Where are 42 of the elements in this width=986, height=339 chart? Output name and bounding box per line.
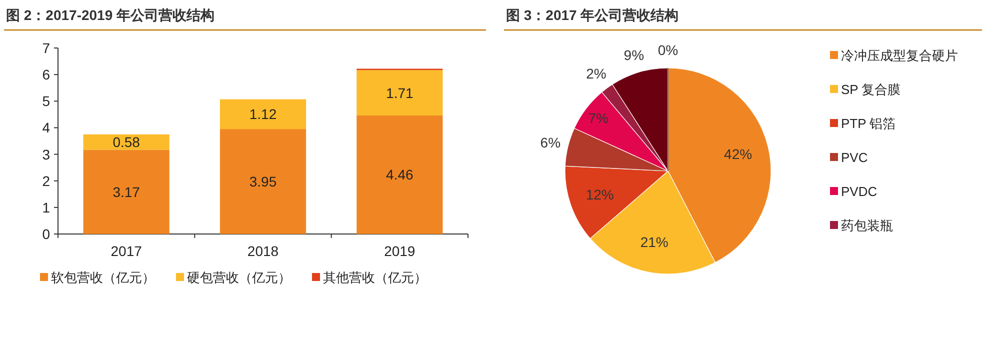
data-label: 1.12 <box>249 106 277 122</box>
data-label: 42% <box>724 146 752 162</box>
y-tick-label: 5 <box>42 93 50 110</box>
legend-label: SP 复合膜 <box>841 82 901 97</box>
y-tick-label: 6 <box>42 66 50 83</box>
x-tick-label: 2018 <box>247 243 279 259</box>
data-label: 21% <box>640 234 668 250</box>
legend-label: PVDC <box>841 184 878 199</box>
legend-label: 其他营收（亿元） <box>323 270 427 285</box>
x-tick-label: 2017 <box>110 243 142 259</box>
y-tick-label: 7 <box>42 40 50 56</box>
data-label: 4.46 <box>386 166 414 183</box>
bar <box>356 70 443 116</box>
y-tick-label: 4 <box>42 120 50 136</box>
x-tick-label: 2019 <box>384 243 416 259</box>
legend-label: PTP 铝箔 <box>841 116 896 131</box>
legend-label: PVC <box>841 150 868 165</box>
y-tick-label: 3 <box>42 146 50 162</box>
data-label: 9% <box>624 46 644 63</box>
data-label: 2% <box>586 66 606 82</box>
data-label: 3.95 <box>249 174 277 190</box>
text: 0% <box>658 42 678 58</box>
bar <box>83 134 170 150</box>
bar <box>220 129 306 234</box>
data-label: 7% <box>588 110 608 126</box>
legend-label: 软包营收（亿元） <box>51 270 155 285</box>
data-label: 0.58 <box>112 134 140 150</box>
y-tick-label: 0 <box>42 226 50 242</box>
data-label: 1.71 <box>386 84 414 101</box>
data-label: 3.17 <box>112 184 140 200</box>
data-label: 12% <box>586 186 614 203</box>
y-tick-label: 2 <box>42 172 50 189</box>
chart-title: 图 2：2017-2019 年公司营收结构 <box>6 7 215 23</box>
data-label: 6% <box>540 134 561 150</box>
bar <box>356 115 443 234</box>
legend-label: 冷冲压成型复合硬片 <box>841 48 958 63</box>
legend-label: 药包装瓶 <box>841 218 893 233</box>
bar <box>220 99 306 130</box>
y-tick-label: 1 <box>42 199 50 216</box>
legend-label: 硬包营收（亿元） <box>187 270 291 285</box>
chart-title: 图 3：2017 年公司营收结构 <box>506 7 679 23</box>
bar <box>83 150 170 234</box>
